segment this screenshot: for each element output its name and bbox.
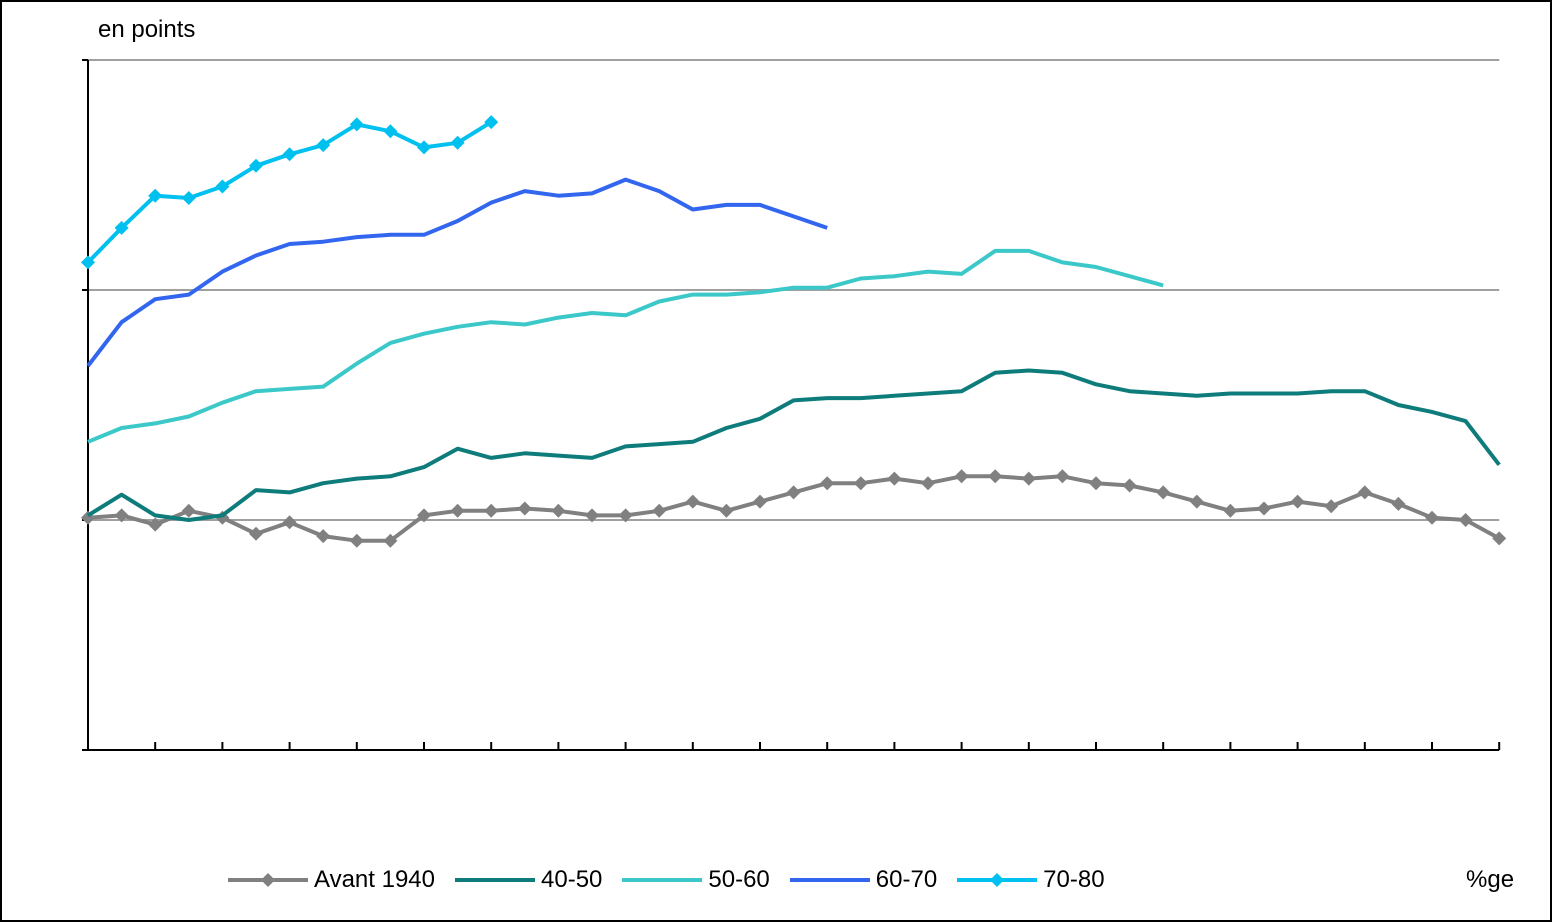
series-marker-0 — [1290, 494, 1305, 509]
series-marker-0 — [1492, 531, 1507, 546]
series-line-4 — [86, 120, 493, 264]
series-marker-0 — [820, 476, 835, 491]
series-marker-0 — [148, 517, 163, 532]
series-marker-0 — [517, 501, 532, 516]
series-marker-4 — [383, 124, 398, 139]
series-marker-0 — [719, 503, 734, 518]
series-marker-0 — [1257, 501, 1271, 516]
series-marker-4 — [81, 255, 95, 270]
series-marker-0 — [450, 503, 465, 518]
series-marker-0 — [988, 469, 1003, 484]
series-marker-0 — [1055, 469, 1070, 484]
series-marker-0 — [114, 508, 129, 523]
series-marker-0 — [1357, 485, 1372, 500]
legend-item: 70-80 — [957, 866, 1105, 894]
series-marker-0 — [685, 494, 700, 509]
legend-item: Avant 1940 — [228, 866, 435, 894]
legend-swatch — [789, 878, 870, 882]
series-marker-0 — [1324, 499, 1339, 514]
series-marker-4 — [484, 115, 499, 130]
series-marker-0 — [249, 526, 263, 541]
series-marker-0 — [1122, 478, 1137, 493]
series-marker-4 — [417, 140, 431, 155]
series-marker-0 — [417, 508, 431, 523]
series-marker-4 — [181, 191, 196, 205]
series-marker-0 — [1156, 485, 1171, 500]
y-axis-label: en points — [98, 16, 196, 43]
legend-swatch — [228, 873, 308, 887]
series-marker-0 — [921, 476, 935, 491]
legend-swatch — [957, 873, 1038, 887]
series-marker-0 — [1458, 513, 1473, 527]
series-marker-0 — [786, 485, 801, 500]
series-marker-0 — [753, 494, 767, 509]
series-marker-0 — [618, 508, 633, 523]
series-marker-0 — [349, 533, 364, 548]
series-line-3 — [86, 177, 828, 368]
series-marker-4 — [249, 158, 263, 173]
series-marker-0 — [282, 515, 297, 530]
series-marker-0 — [954, 469, 969, 484]
series-marker-0 — [1425, 510, 1439, 525]
series-marker-0 — [1021, 471, 1036, 486]
series-marker-4 — [148, 188, 163, 203]
legend-item: 60-70 — [789, 866, 938, 894]
series-marker-0 — [585, 508, 599, 523]
legend-label: 70-80 — [1043, 866, 1105, 893]
legend-label: Avant 1940 — [314, 866, 435, 893]
series-marker-0 — [887, 471, 902, 486]
legend-label: 40-50 — [541, 866, 603, 893]
series-marker-0 — [1391, 496, 1406, 511]
series-line-1 — [86, 368, 1501, 522]
x-axis-label: %ge — [1466, 866, 1515, 893]
series-marker-4 — [349, 117, 364, 132]
series-marker-4 — [282, 147, 297, 162]
series-marker-4 — [215, 179, 230, 194]
series-marker-4 — [316, 138, 331, 153]
series-marker-0 — [551, 503, 566, 518]
series-marker-4 — [450, 135, 465, 150]
series-line-2 — [87, 248, 1164, 444]
series-marker-4 — [114, 220, 129, 235]
legend-item: 50-60 — [622, 866, 770, 894]
legend-label: 50-60 — [708, 866, 770, 893]
series-marker-0 — [652, 503, 667, 518]
series-marker-0 — [181, 503, 196, 518]
series-marker-0 — [1223, 503, 1238, 518]
series-marker-0 — [316, 529, 331, 544]
series-marker-0 — [383, 533, 398, 548]
series-marker-0 — [484, 503, 499, 518]
legend-swatch — [455, 878, 535, 882]
series-marker-0 — [853, 476, 868, 491]
legend-label: 60-70 — [875, 866, 938, 893]
series-marker-0 — [1089, 476, 1103, 491]
legend-item: 40-50 — [455, 866, 602, 894]
series-marker-0 — [1189, 494, 1204, 509]
legend: Avant 1940 40-50 50-60 60-70 70-80 — [228, 860, 1125, 900]
legend-swatch — [622, 878, 703, 882]
